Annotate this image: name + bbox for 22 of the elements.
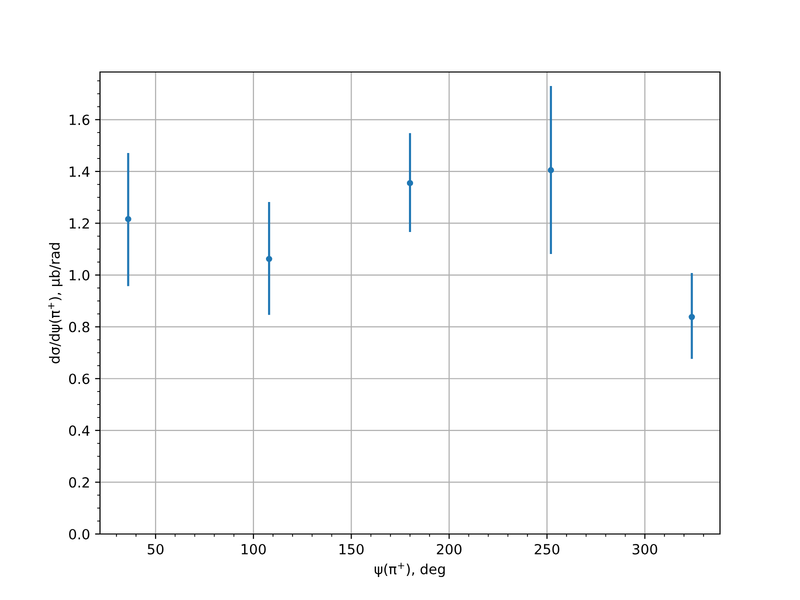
y-tick-label: 1.6	[70, 114, 90, 126]
point	[266, 256, 272, 262]
point	[548, 167, 554, 174]
y-tick-label: 0.4	[69, 425, 90, 436]
y-tick-label: 0.6	[69, 374, 90, 384]
y-tick-label: 0.0	[69, 528, 90, 540]
x-tick-label: 300	[632, 544, 658, 554]
x-axis-title: ψ(π$^{+}$), deg	[374, 562, 445, 578]
y-tick-label: 0.2	[69, 477, 89, 488]
x-tick-label: 250	[534, 544, 560, 554]
y-tick-label: 1.2	[70, 218, 89, 229]
y-tick-label: 1.0	[70, 270, 90, 281]
point	[406, 180, 414, 186]
y-tick-label: 0.8	[69, 322, 90, 332]
y-tick-label: 1.4	[70, 166, 90, 177]
x-tick-label: 100	[242, 544, 266, 554]
x-tick-label: 150	[340, 544, 364, 554]
y-axis-title: dσ/dψ(π$^{+}$), μb/rad	[48, 243, 62, 364]
point	[125, 216, 132, 222]
x-tick-label: 200	[436, 544, 462, 554]
x-tick-label: 50	[148, 544, 164, 554]
point	[688, 314, 695, 320]
